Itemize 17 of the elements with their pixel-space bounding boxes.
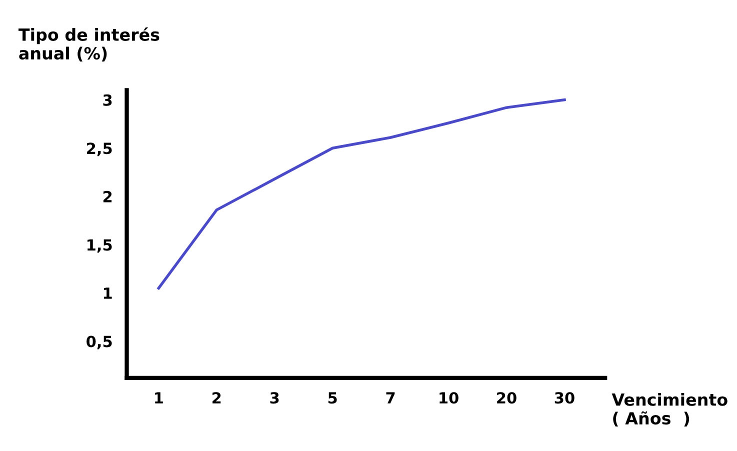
x-tick-label: 20 bbox=[497, 392, 516, 404]
y-tick-label: 3 bbox=[103, 94, 112, 106]
x-tick-label: 30 bbox=[554, 392, 574, 404]
y-tick-label: 0,5 bbox=[86, 336, 112, 350]
y-tick-label: 2,5 bbox=[87, 142, 112, 156]
line-series bbox=[157, 98, 566, 290]
y-axis-title: Tipo de interés anual (%) bbox=[18, 27, 160, 62]
x-tick-label: 1 bbox=[155, 392, 163, 404]
x-tick-label: 5 bbox=[328, 392, 337, 404]
x-tick-label: 10 bbox=[440, 392, 458, 404]
y-tick-label: 1,5 bbox=[88, 239, 112, 253]
x-tick-label: 3 bbox=[270, 392, 279, 404]
x-axis-title: Vencimiento ( Años ) bbox=[612, 393, 728, 427]
y-tick-label: 1 bbox=[104, 288, 112, 299]
x-tick-label: 2 bbox=[212, 392, 221, 404]
x-tick-label: 7 bbox=[386, 392, 395, 404]
y-tick-label: 2 bbox=[103, 190, 112, 202]
